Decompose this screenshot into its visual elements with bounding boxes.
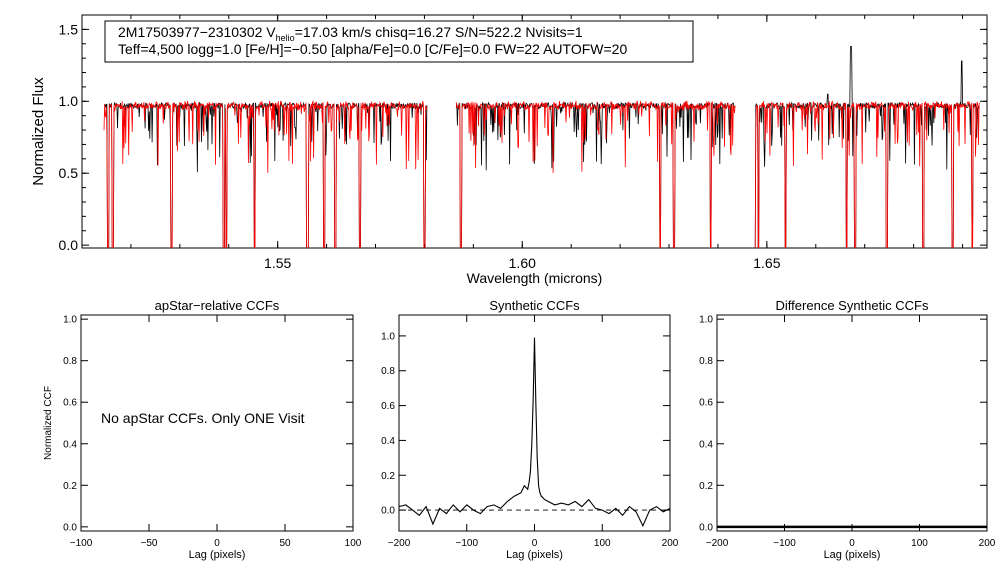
y-tick-label: 0.6 <box>381 401 395 412</box>
y-tick-label: 0.8 <box>63 356 77 367</box>
y-tick-label: 1.5 <box>59 21 79 37</box>
x-axis-label: Lag (pixels) <box>189 549 246 561</box>
x-tick-label: −50 <box>141 538 158 549</box>
y-tick-label: 0.4 <box>381 436 395 447</box>
panel-3: −200 −100 0 100 200 0.0 0.2 0.4 0.6 0.8 1.0 Differe… <box>699 298 996 561</box>
x-axis-label: Wavelength (microns) <box>467 270 603 286</box>
x-tick-label: 100 <box>594 538 611 549</box>
panel-title: apStar−relative CCFs <box>155 298 280 313</box>
y-tick-label: 0.0 <box>63 522 77 533</box>
legend-line-2: Teff=4,500 logg=1.0 [Fe/H]=−0.50 [alpha/… <box>118 41 627 57</box>
x-tick-label: 100 <box>345 538 362 549</box>
x-tick-label: 1.55 <box>264 255 291 271</box>
y-tick-label: 0.0 <box>381 506 395 517</box>
y-tick-label: 0.4 <box>699 439 713 450</box>
y-tick-label: 0.2 <box>699 481 713 492</box>
x-tick-label: 200 <box>662 538 679 549</box>
y-tick-label: 0.4 <box>63 439 77 450</box>
legend-line-1-subscript: helio <box>276 33 295 43</box>
x-tick-label: 0 <box>849 538 855 549</box>
panel-2: −200 −100 0 100 200 0.0 0.2 0.4 0.6 0.8 1.0 Synthet… <box>381 298 679 561</box>
x-axis-label: Lag (pixels) <box>506 549 563 561</box>
no-ccf-note: No apStar CCFs. Only ONE Visit <box>101 410 305 426</box>
x-tick-label: 0 <box>532 538 538 549</box>
y-tick-label: 0.2 <box>63 481 77 492</box>
x-tick-label: 100 <box>911 538 928 549</box>
legend-line-1: 2M17503977−2310302 Vhelio=17.03 km/s chi… <box>118 24 583 43</box>
x-axis-label: Lag (pixels) <box>824 549 881 561</box>
y-tick-label: 1.0 <box>63 315 77 326</box>
y-tick-label: 0.0 <box>699 522 713 533</box>
synthetic-ccf-line <box>398 337 671 528</box>
y-tick-label: 0.0 <box>59 237 79 253</box>
y-tick-label: 1.0 <box>59 93 79 109</box>
y-tick-label: 0.8 <box>699 356 713 367</box>
y-axis-label: Normalized Flux <box>30 77 47 186</box>
y-tick-label: 0.6 <box>63 398 77 409</box>
legend-line-1-suffix: =17.03 km/s chisq=16.27 S/N=522.2 Nvisit… <box>295 24 583 40</box>
x-tick-label: −200 <box>388 538 411 549</box>
x-tick-label: −100 <box>70 538 93 549</box>
plot-frame <box>81 14 988 249</box>
x-tick-label: −200 <box>706 538 729 549</box>
x-tick-label: 1.60 <box>509 255 536 271</box>
model-spectrum-line <box>103 100 981 248</box>
x-tick-label: 200 <box>979 538 996 549</box>
observed-spectrum-line <box>103 46 980 248</box>
y-tick-label: 0.2 <box>381 471 395 482</box>
panel-0: 1.55 1.60 1.65 0.0 0.5 1.0 1.5 Wavelength (micr… <box>30 14 988 286</box>
panel-title: Synthetic CCFs <box>489 298 580 313</box>
y-axis-label: Normalized CCF <box>43 386 54 460</box>
x-tick-label: 0 <box>214 538 220 549</box>
plot-frame <box>716 314 988 532</box>
y-tick-label: 1.0 <box>699 315 713 326</box>
x-tick-label: 50 <box>279 538 291 549</box>
y-tick-label: 0.8 <box>381 366 395 377</box>
panel-1: −100 −50 0 50 100 0.0 0.2 0.4 0.6 0.8 1.0 apStar−re… <box>43 298 362 561</box>
panel-title: Difference Synthetic CCFs <box>776 298 929 313</box>
y-tick-label: 1.0 <box>381 331 395 342</box>
x-tick-label: 1.65 <box>753 255 780 271</box>
y-tick-label: 0.5 <box>59 165 79 181</box>
y-tick-label: 0.6 <box>699 398 713 409</box>
legend-box <box>104 20 694 63</box>
x-tick-label: −100 <box>773 538 796 549</box>
legend-line-1-prefix: 2M17503977−2310302 V <box>118 24 276 40</box>
x-tick-label: −100 <box>455 538 478 549</box>
